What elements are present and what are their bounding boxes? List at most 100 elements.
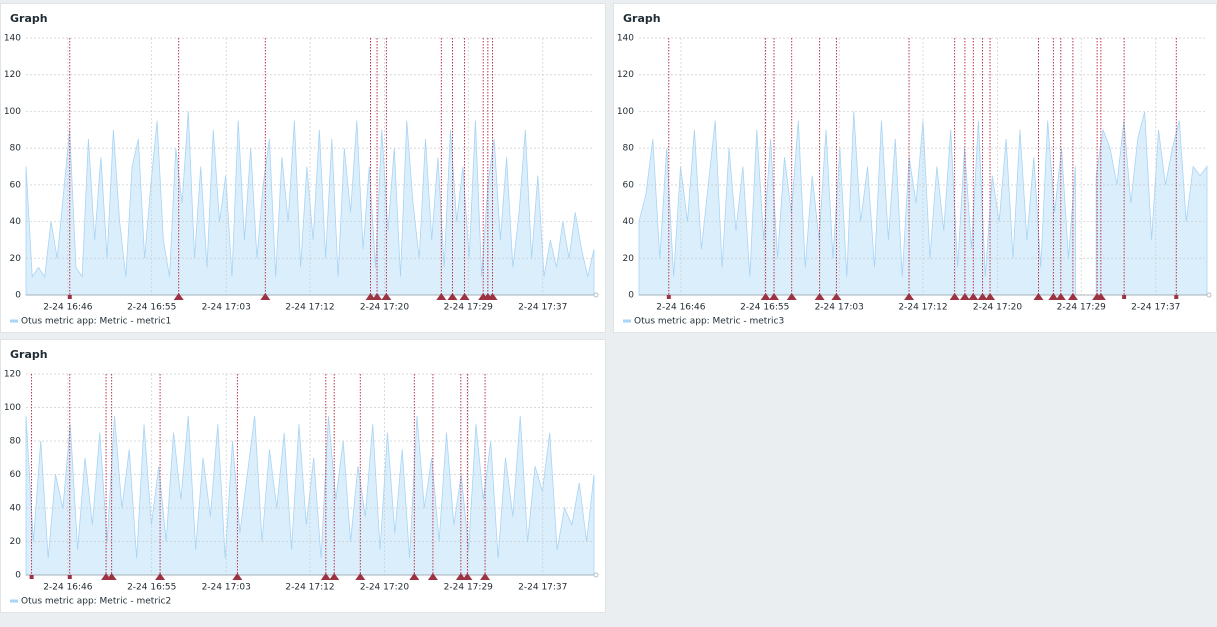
legend-label: Otus metric app: Metric - metric3 bbox=[634, 317, 784, 327]
y-tick-label: 0 bbox=[15, 571, 21, 581]
x-tick-label: 2-24 17:20 bbox=[973, 303, 1022, 313]
y-tick-label: 40 bbox=[10, 217, 22, 227]
event-marker bbox=[365, 293, 376, 300]
graph: Graph 0 20 40 60 80 100 120 140 2-24 16:46 2-24 16… bbox=[617, 12, 1212, 327]
event-marker bbox=[985, 293, 996, 300]
y-tick-label: 100 bbox=[4, 107, 21, 117]
event-marker bbox=[769, 293, 780, 300]
event-marker bbox=[760, 293, 771, 300]
event-marker bbox=[977, 293, 988, 300]
event-marker bbox=[459, 293, 470, 300]
event-marker bbox=[447, 293, 458, 300]
x-tick-label: 2-24 17:03 bbox=[202, 303, 251, 313]
event-marker bbox=[1174, 295, 1179, 299]
event-marker bbox=[1067, 293, 1078, 300]
event-marker bbox=[831, 293, 842, 300]
legend-label: Otus metric app: Metric - metric1 bbox=[21, 317, 171, 327]
event-marker bbox=[480, 573, 491, 580]
x-tick-label: 2-24 17:03 bbox=[815, 303, 864, 313]
y-tick-label: 40 bbox=[10, 504, 22, 514]
x-tick-label: 2-24 16:46 bbox=[43, 583, 92, 593]
event-marker bbox=[29, 575, 34, 579]
x-tick-label: 2-24 16:46 bbox=[43, 303, 92, 313]
y-tick-label: 120 bbox=[4, 70, 21, 80]
event-marker bbox=[232, 573, 243, 580]
axis-end bbox=[593, 572, 599, 578]
x-tick-label: 2-24 16:55 bbox=[127, 303, 176, 313]
x-tick-label: 2-24 17:20 bbox=[360, 303, 409, 313]
legend-swatch bbox=[10, 319, 18, 323]
y-tick-label: 100 bbox=[617, 107, 634, 117]
x-tick-label: 2-24 16:55 bbox=[740, 303, 789, 313]
event-marker bbox=[455, 573, 466, 580]
event-marker bbox=[381, 293, 392, 300]
event-marker bbox=[436, 293, 447, 300]
event-marker bbox=[67, 575, 72, 579]
event-marker bbox=[427, 573, 438, 580]
event-marker bbox=[329, 573, 340, 580]
widget-title: Graph bbox=[10, 348, 48, 361]
event-marker bbox=[1033, 293, 1044, 300]
y-tick-label: 20 bbox=[623, 254, 635, 264]
event-marker bbox=[462, 573, 473, 580]
y-tick-label: 140 bbox=[617, 34, 634, 44]
y-tick-label: 20 bbox=[10, 254, 22, 264]
graph: Graph 0 20 40 60 80 100 120 2-24 16:46 2-24 16:55… bbox=[4, 348, 599, 607]
event-marker bbox=[67, 295, 72, 299]
y-tick-label: 60 bbox=[10, 180, 22, 190]
graph-widget: Graph 0 20 40 60 80 100 120 140 2-24 16:46 2-24 16… bbox=[0, 3, 606, 333]
event-marker bbox=[106, 573, 117, 580]
event-marker bbox=[372, 293, 383, 300]
y-tick-label: 100 bbox=[4, 403, 21, 413]
x-tick-label: 2-24 17:20 bbox=[360, 583, 409, 593]
event-marker bbox=[355, 573, 366, 580]
event-marker bbox=[260, 293, 271, 300]
event-marker bbox=[173, 293, 184, 300]
legend-label: Otus metric app: Metric - metric2 bbox=[21, 597, 171, 607]
y-tick-label: 80 bbox=[10, 437, 22, 447]
x-tick-label: 2-24 17:29 bbox=[1057, 303, 1106, 313]
x-tick-label: 2-24 17:37 bbox=[1131, 303, 1180, 313]
y-tick-label: 140 bbox=[4, 34, 21, 44]
event-marker bbox=[1122, 295, 1127, 299]
event-marker bbox=[487, 293, 498, 300]
graph: Graph 0 20 40 60 80 100 120 140 2-24 16:46 2-24 16… bbox=[4, 12, 599, 327]
x-tick-label: 2-24 17:37 bbox=[518, 583, 567, 593]
legend-swatch bbox=[623, 319, 631, 323]
widget-title: Graph bbox=[10, 12, 48, 25]
x-tick-label: 2-24 17:37 bbox=[518, 303, 567, 313]
graph-widget: Graph 0 20 40 60 80 100 120 2-24 16:46 2-24 16:55… bbox=[0, 339, 606, 613]
x-tick-label: 2-24 17:29 bbox=[444, 303, 493, 313]
y-tick-label: 80 bbox=[623, 144, 635, 154]
event-marker bbox=[320, 573, 331, 580]
x-tick-label: 2-24 17:29 bbox=[444, 583, 493, 593]
x-tick-label: 2-24 17:12 bbox=[898, 303, 947, 313]
y-tick-label: 0 bbox=[628, 291, 634, 301]
x-tick-label: 2-24 16:46 bbox=[656, 303, 705, 313]
y-tick-label: 20 bbox=[10, 537, 22, 547]
y-tick-label: 60 bbox=[623, 180, 635, 190]
event-marker bbox=[666, 295, 671, 299]
event-marker bbox=[959, 293, 970, 300]
x-tick-label: 2-24 17:03 bbox=[202, 583, 251, 593]
event-marker bbox=[1095, 293, 1106, 300]
x-tick-label: 2-24 17:12 bbox=[285, 583, 334, 593]
y-tick-label: 60 bbox=[10, 470, 22, 480]
event-marker bbox=[786, 293, 797, 300]
x-tick-label: 2-24 17:12 bbox=[285, 303, 334, 313]
graph-widget: Graph 0 20 40 60 80 100 120 140 2-24 16:46 2-24 16… bbox=[613, 3, 1217, 333]
y-tick-label: 0 bbox=[15, 291, 21, 301]
axis-end bbox=[1206, 292, 1212, 298]
y-tick-label: 80 bbox=[10, 144, 22, 154]
y-tick-label: 40 bbox=[623, 217, 635, 227]
legend-swatch bbox=[10, 599, 18, 603]
widget-title: Graph bbox=[623, 12, 661, 25]
event-marker bbox=[814, 293, 825, 300]
event-marker bbox=[1048, 293, 1059, 300]
event-marker bbox=[949, 293, 960, 300]
event-marker bbox=[1055, 293, 1066, 300]
event-marker bbox=[409, 573, 420, 580]
x-tick-label: 2-24 16:55 bbox=[127, 583, 176, 593]
y-tick-label: 120 bbox=[4, 370, 21, 380]
